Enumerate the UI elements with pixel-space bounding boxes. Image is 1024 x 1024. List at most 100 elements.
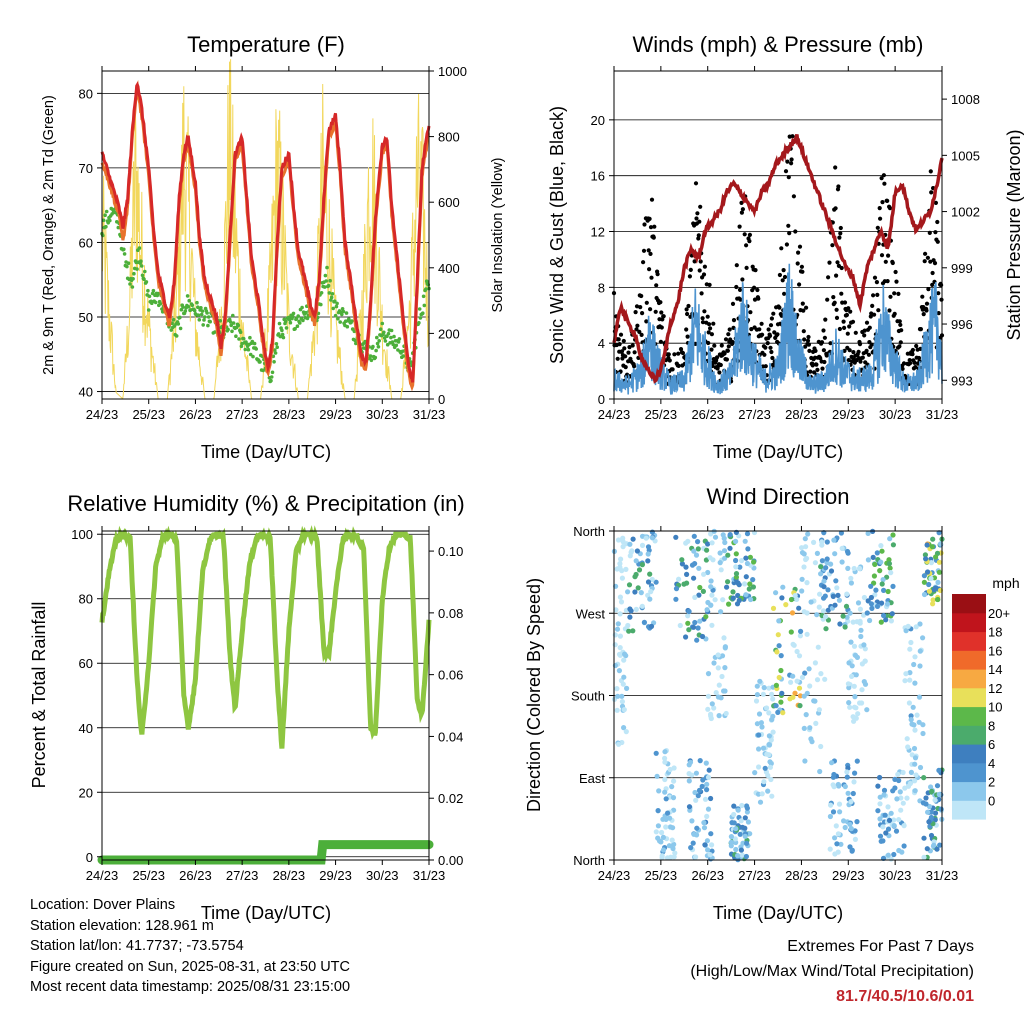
direction-point <box>871 573 878 579</box>
y-tick-label: North <box>573 853 605 868</box>
gust-point <box>784 242 790 247</box>
x-tick-label: 31/23 <box>926 868 959 883</box>
direction-point <box>877 774 883 781</box>
direction-point <box>733 571 740 577</box>
direction-point <box>742 538 748 544</box>
direction-point <box>877 833 884 839</box>
direction-point <box>744 809 751 815</box>
gust-point <box>857 342 863 347</box>
gust-point <box>711 321 716 326</box>
dewpoint-point <box>270 370 275 375</box>
direction-point <box>813 720 819 727</box>
gust-point <box>786 175 791 180</box>
direction-point <box>614 626 621 632</box>
direction-point <box>696 565 702 571</box>
direction-point <box>739 824 746 830</box>
direction-point <box>615 621 621 627</box>
dewpoint-point <box>234 334 238 339</box>
direction-point <box>814 550 821 557</box>
gust-point <box>897 344 902 349</box>
gust-point <box>890 260 895 266</box>
gust-point <box>705 314 710 319</box>
direction-point <box>828 802 834 808</box>
direction-point <box>733 826 739 832</box>
gust-point <box>935 219 940 225</box>
gust-point <box>927 230 932 235</box>
gust-point <box>783 169 789 174</box>
gust-point <box>700 316 705 321</box>
direction-point <box>770 605 777 612</box>
direction-point <box>803 544 809 550</box>
dewpoint-point <box>158 301 163 306</box>
direction-point <box>669 784 675 790</box>
direction-point <box>659 853 665 859</box>
direction-point <box>821 595 827 601</box>
direction-point <box>683 634 689 640</box>
direction-point <box>868 601 875 607</box>
direction-point <box>898 795 904 801</box>
x-tick-label: 25/23 <box>132 407 165 422</box>
dewpoint-point <box>231 321 236 325</box>
colorbar-swatch <box>952 800 986 820</box>
direction-point <box>718 567 724 573</box>
dewpoint-point <box>104 224 108 229</box>
direction-point <box>879 581 885 587</box>
gust-point <box>928 169 933 174</box>
direction-point <box>879 600 885 606</box>
direction-point <box>877 816 883 822</box>
gust-point <box>894 279 899 284</box>
direction-point <box>906 700 913 706</box>
direction-point <box>666 843 673 849</box>
direction-point <box>728 839 734 845</box>
dewpoint-point <box>130 285 135 289</box>
direction-point <box>890 788 896 794</box>
gust-point <box>734 263 739 268</box>
direction-point <box>673 534 679 540</box>
direction-point <box>721 688 727 694</box>
gust-point <box>697 268 702 273</box>
gust-point <box>793 229 798 234</box>
direction-point <box>913 772 919 778</box>
direction-point <box>803 556 809 563</box>
y-tick-label: East <box>579 771 605 786</box>
direction-point <box>719 673 725 680</box>
direction-point <box>908 639 914 646</box>
dewpoint-point <box>284 326 289 330</box>
direction-point <box>934 783 941 789</box>
direction-point <box>837 621 843 627</box>
y-tick-label: 60 <box>79 235 93 250</box>
dewpoint-point <box>295 324 300 329</box>
direction-point <box>905 623 911 630</box>
direction-point <box>670 825 676 831</box>
gust-point <box>837 235 842 240</box>
direction-point <box>648 589 654 595</box>
direction-point <box>921 854 927 860</box>
dewpoint-point <box>421 311 425 316</box>
x-tick-label: 25/23 <box>645 407 678 422</box>
direction-point <box>824 539 830 545</box>
temperature-ylabel-right: Solar Insolation (Yellow) <box>490 157 506 312</box>
direction-point <box>614 566 620 572</box>
x-tick-label: 30/23 <box>366 868 399 883</box>
gust-point <box>737 287 743 292</box>
gust-point <box>836 184 841 189</box>
dewpoint-point <box>373 355 378 360</box>
direction-point <box>809 739 815 745</box>
gust-point <box>870 303 875 308</box>
gust-point <box>830 243 835 248</box>
direction-point <box>855 711 861 717</box>
dewpoint-point <box>389 335 393 340</box>
dewpoint-point <box>341 309 346 314</box>
x-tick-label: 29/23 <box>319 407 352 422</box>
direction-point <box>896 777 902 784</box>
colorbar-swatch <box>952 706 986 726</box>
gust-point <box>712 343 717 348</box>
y-tick-label-right: 0.02 <box>438 791 463 806</box>
direction-point <box>773 703 779 709</box>
direction-point <box>733 846 739 853</box>
direction-point <box>697 584 703 591</box>
gust-point <box>768 345 773 350</box>
gust-point <box>731 325 736 330</box>
gust-point <box>916 355 922 361</box>
direction-point <box>909 752 915 758</box>
